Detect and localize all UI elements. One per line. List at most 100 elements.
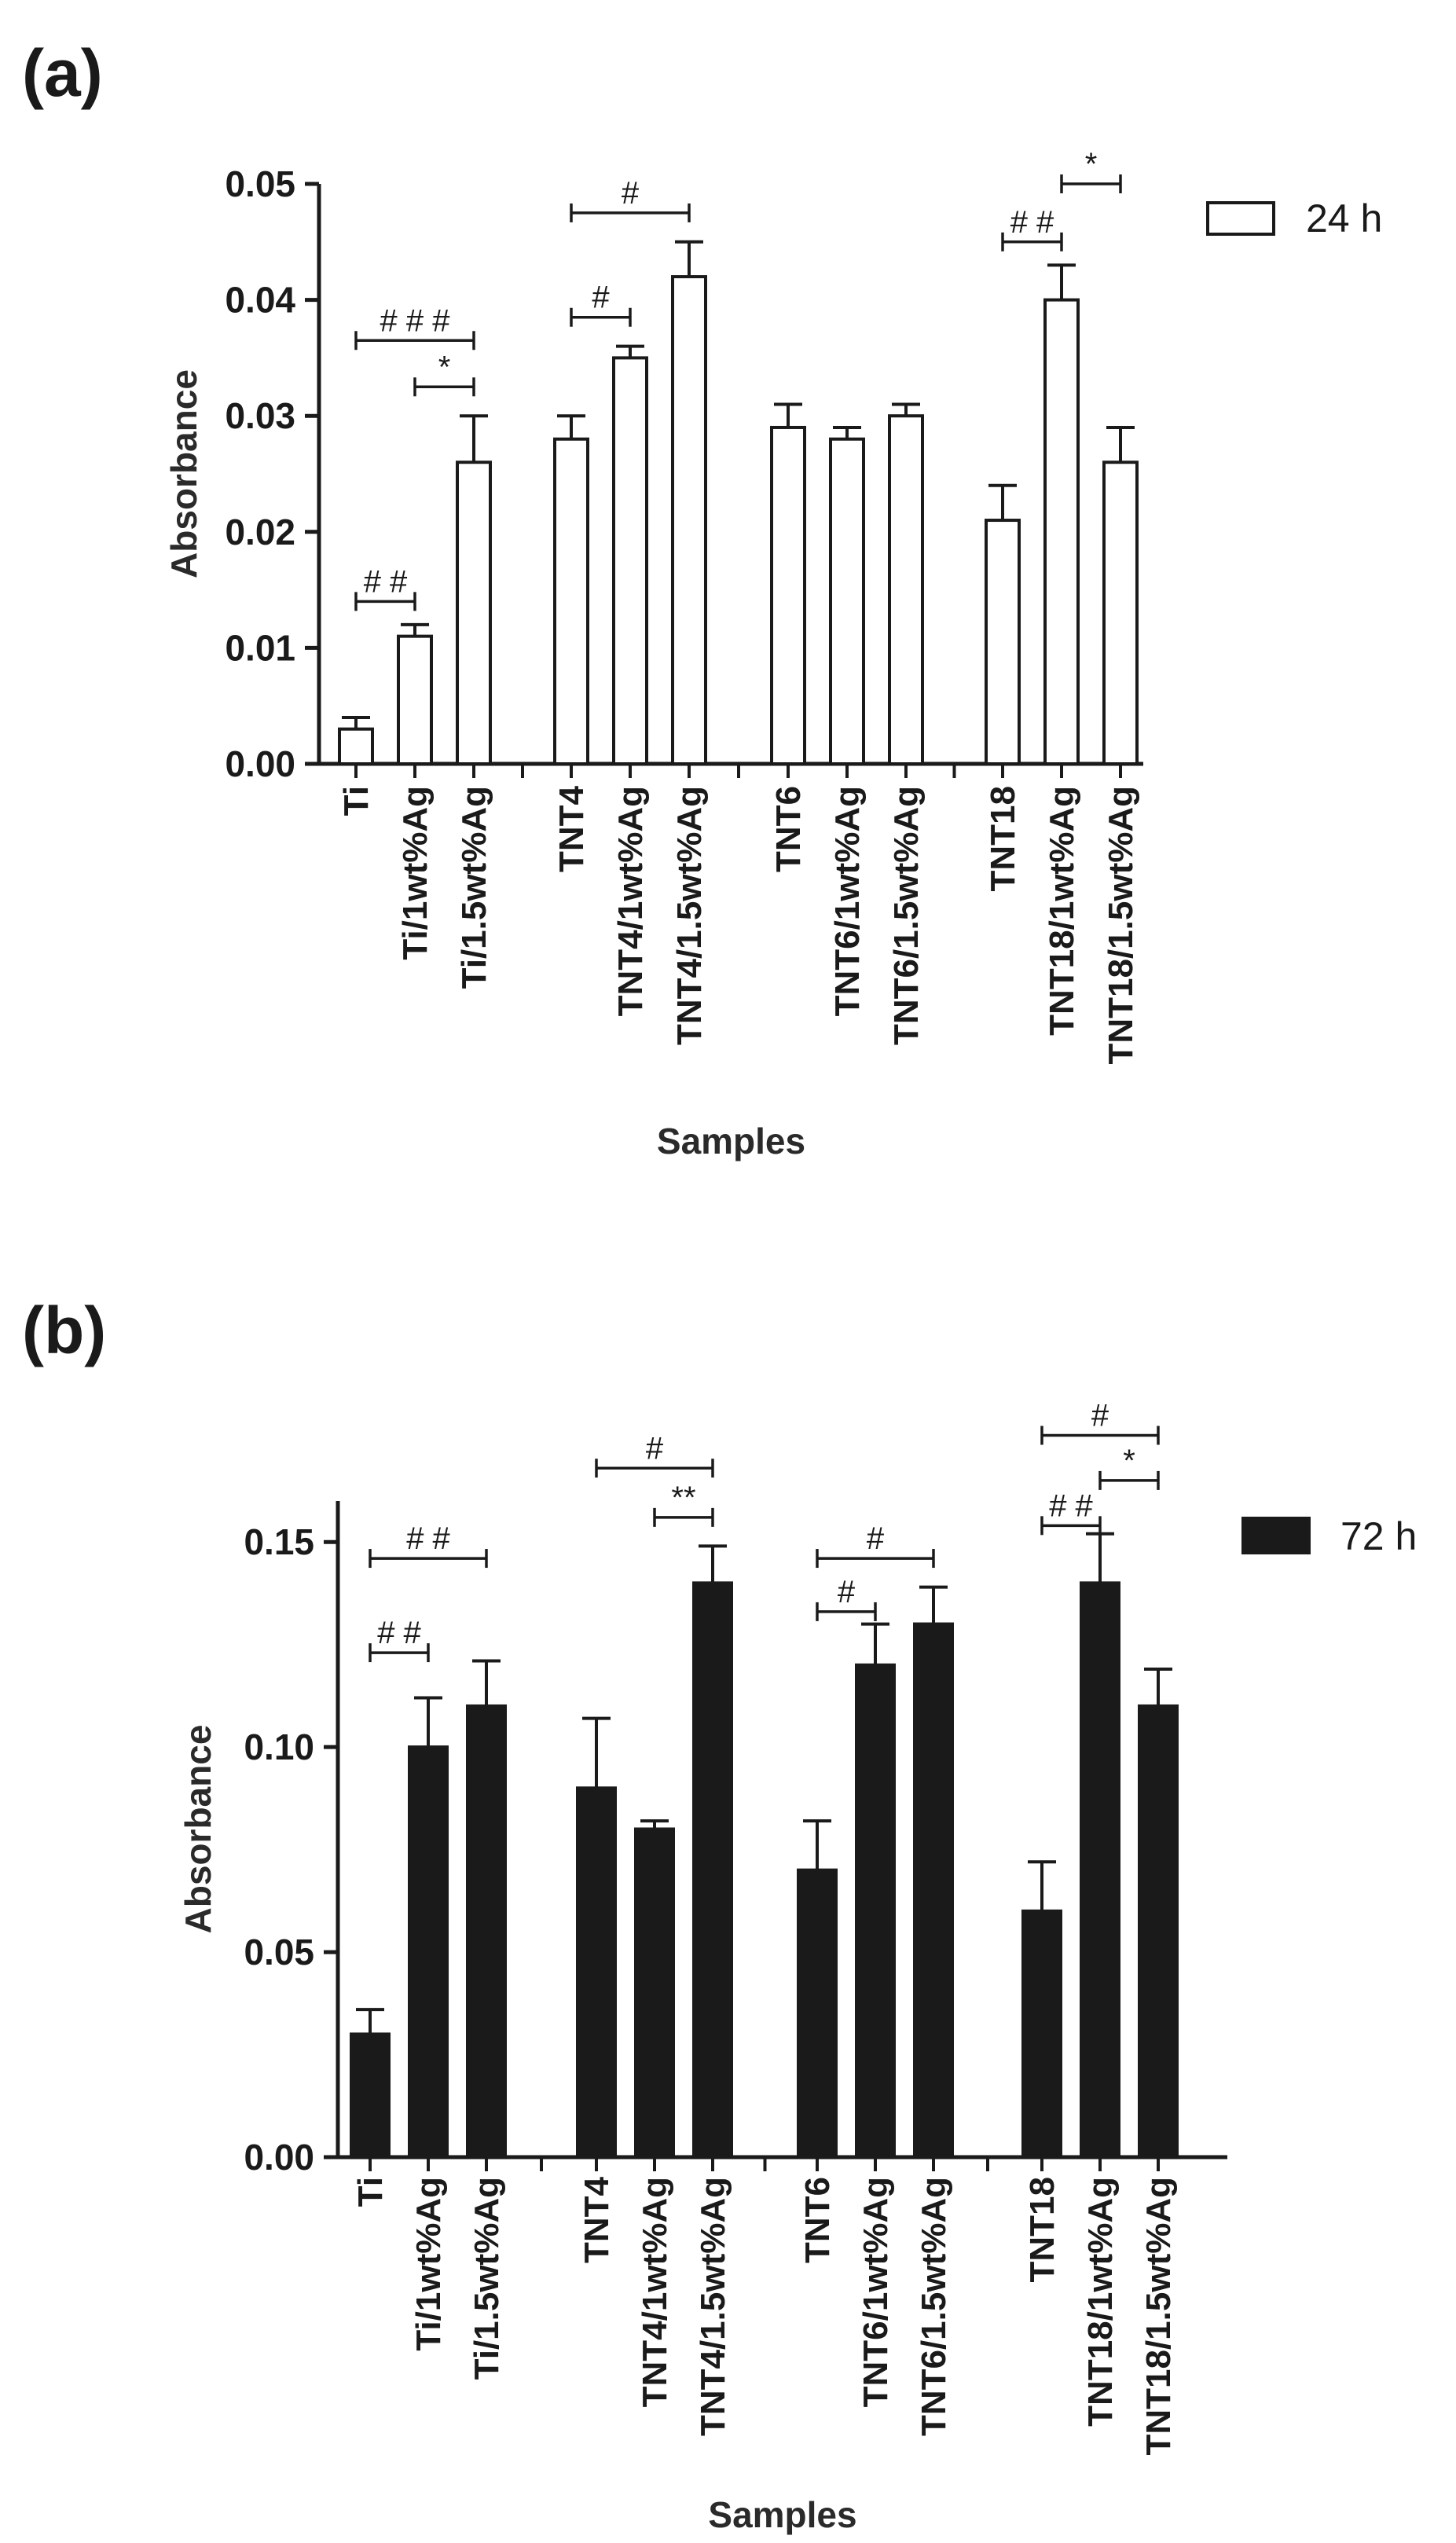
y-axis-title: Absorbance — [163, 369, 204, 578]
panel-b-72h-chart: (b) 0.00 0.05 0.10 0.15 Ti Ti/1wt%Ag Ti/1.5wt%A… — [22, 1294, 1417, 2535]
bar-tnt6-1wtpctag — [855, 1663, 896, 2159]
y-tick-label: 0.05 — [225, 163, 295, 204]
significance-label: # — [592, 281, 610, 315]
bar-tnt4 — [553, 437, 589, 765]
y-tick-label: 0.02 — [225, 512, 295, 552]
bar-ti — [350, 2032, 391, 2159]
significance-bracket: # # — [369, 1616, 430, 1663]
bar-ti — [338, 727, 374, 765]
x-tick-label-tnt4: TNT4 — [578, 2176, 616, 2263]
significance-bracket: # # — [354, 564, 416, 611]
bar-tnt4-1-5wtpctag — [671, 275, 707, 765]
x-tick-label-tnt4-1-5wtpctag: TNT4/1.5wt%Ag — [694, 2177, 732, 2436]
significance-bracket: # — [1040, 1399, 1160, 1445]
panel-a-24h-chart: (a) 0.00 0.01 0.02 0.03 0.04 0.05 Ti Ti/1wt%Ag Ti… — [22, 36, 1382, 1161]
x-tick-label-tnt4-1wtpctag: TNT4/1wt%Ag — [611, 786, 650, 1016]
bar-tnt18-1wtpctag — [1043, 298, 1080, 766]
panel-label-b: (b) — [22, 1294, 106, 1367]
x-tick-label-tnt18: TNT18 — [1023, 2177, 1062, 2282]
x-tick-label-tnt6: TNT6 — [798, 2177, 837, 2263]
significance-label: * — [438, 350, 451, 384]
x-tick-label-tnt6-1wtpctag: TNT6/1wt%Ag — [828, 786, 867, 1016]
x-tick-label-tnt18-1-5wtpctag: TNT18/1.5wt%Ag — [1139, 2177, 1178, 2456]
bar-tnt6 — [770, 425, 806, 766]
significance-bracket: # # — [1040, 1488, 1102, 1536]
legend-label: 24 h — [1306, 196, 1382, 240]
y-axis-title: Absorbance — [178, 1725, 218, 1934]
bar-tnt6-1-5wtpctag — [913, 1622, 954, 2159]
x-tick-label-tnt18-1-5wtpctag: TNT18/1.5wt%Ag — [1102, 786, 1140, 1065]
x-tick-label-tnt6-1-5wtpctag: TNT6/1.5wt%Ag — [887, 786, 926, 1045]
significance-label: # # — [1010, 205, 1054, 240]
significance-label: # # — [377, 1616, 421, 1650]
y-tick-label: 0.05 — [244, 1932, 314, 1972]
significance-label: ** — [671, 1481, 695, 1515]
y-tick-label: 0.00 — [225, 743, 295, 784]
x-tick-label-ti-1wtpctag: Ti/1wt%Ag — [409, 2177, 448, 2351]
bar-tnt18 — [985, 519, 1021, 765]
x-tick-label-tnt18: TNT18 — [984, 786, 1022, 891]
y-tick-label: 0.01 — [225, 627, 295, 668]
bar-tnt18-1-5wtpctag — [1102, 461, 1139, 765]
x-tick-label-tnt6-1-5wtpctag: TNT6/1.5wt%Ag — [915, 2177, 953, 2436]
significance-bracket: * — [413, 350, 475, 397]
x-tick-label-ti: Ti — [351, 2177, 390, 2207]
x-tick-label-tnt4-1wtpctag: TNT4/1wt%Ag — [636, 2177, 674, 2407]
x-axis-title: Samples — [708, 2494, 856, 2535]
legend-label: 72 h — [1340, 1514, 1417, 1558]
bar-ti-1-5wtpctag — [466, 1704, 507, 2159]
bar-tnt4-1wtpctag — [634, 1827, 675, 2159]
x-tick-label-ti-1-5wtpctag: Ti/1.5wt%Ag — [468, 2177, 506, 2380]
significance-bracket: # — [816, 1521, 935, 1569]
significance-bracket: # # # — [354, 303, 475, 350]
significance-label: # — [838, 1575, 856, 1609]
bar-tnt18 — [1021, 1909, 1062, 2159]
significance-bracket: # — [816, 1575, 877, 1621]
y-tick-label: 0.04 — [225, 280, 295, 321]
significance-bracket: ** — [653, 1481, 714, 1527]
significance-label: # — [646, 1431, 664, 1466]
x-tick-label-tnt4-1-5wtpctag: TNT4/1.5wt%Ag — [670, 786, 709, 1045]
bar-ti-1wtpctag — [397, 634, 433, 766]
panel-label-a: (a) — [22, 36, 103, 110]
bar-tnt4-1-5wtpctag — [692, 1581, 733, 2159]
bar-ti-1-5wtpctag — [456, 461, 492, 765]
significance-bracket: # # — [369, 1521, 488, 1569]
significance-label: * — [1123, 1444, 1135, 1478]
x-tick-label-tnt18-1wtpctag: TNT18/1wt%Ag — [1081, 2177, 1120, 2427]
x-tick-label-ti: Ti — [337, 786, 376, 816]
y-tick-label: 0.15 — [244, 1521, 314, 1562]
bar-tnt18-1wtpctag — [1080, 1581, 1120, 2159]
significance-label: * — [1085, 147, 1098, 182]
y-tick-label: 0.00 — [244, 2137, 314, 2178]
bar-tnt6-1-5wtpctag — [888, 414, 924, 765]
significance-bracket: # — [570, 281, 632, 327]
significance-bracket: # — [595, 1431, 714, 1478]
bar-tnt6 — [797, 1868, 838, 2159]
x-tick-label-ti-1-5wtpctag: Ti/1.5wt%Ag — [455, 786, 493, 989]
bar-tnt4-1wtpctag — [612, 356, 648, 765]
x-tick-label-tnt18-1wtpctag: TNT18/1wt%Ag — [1043, 786, 1081, 1036]
bar-tnt4 — [576, 1786, 617, 2159]
x-tick-label-tnt6: TNT6 — [769, 786, 808, 872]
significance-label: # — [867, 1521, 885, 1556]
significance-label: # # — [364, 564, 408, 599]
significance-label: # — [1091, 1399, 1109, 1433]
y-tick-label: 0.10 — [244, 1727, 314, 1767]
x-axis-title: Samples — [657, 1121, 805, 1161]
bar-tnt6-1wtpctag — [829, 437, 865, 765]
significance-bracket: * — [1098, 1444, 1160, 1490]
significance-label: # # — [1049, 1488, 1093, 1523]
significance-bracket: # # — [1001, 205, 1063, 251]
significance-bracket: # — [570, 176, 691, 222]
bar-ti-1wtpctag — [408, 1745, 449, 2159]
significance-label: # # — [406, 1521, 450, 1556]
x-tick-label-tnt6-1wtpctag: TNT6/1wt%Ag — [856, 2177, 895, 2407]
legend-swatch — [1241, 1517, 1311, 1554]
significance-bracket: * — [1060, 147, 1122, 193]
bar-tnt18-1-5wtpctag — [1138, 1704, 1179, 2159]
significance-label: # # # — [380, 303, 451, 338]
legend-swatch — [1206, 201, 1275, 236]
y-tick-label: 0.03 — [225, 395, 295, 436]
